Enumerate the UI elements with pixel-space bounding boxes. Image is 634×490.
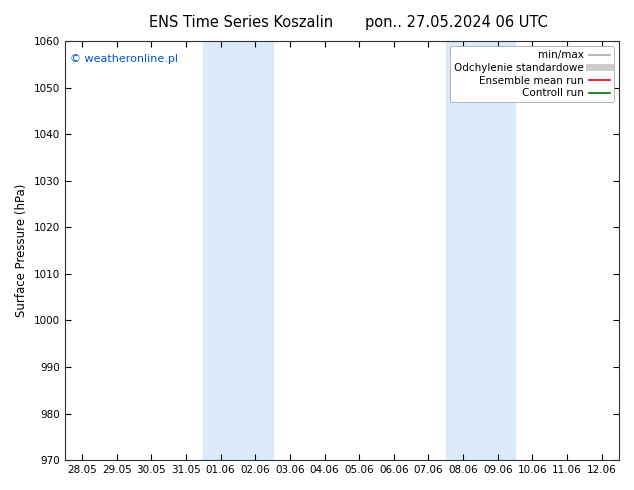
Text: pon.. 27.05.2024 06 UTC: pon.. 27.05.2024 06 UTC	[365, 15, 548, 30]
Bar	[204, 41, 273, 460]
Text: © weatheronline.pl: © weatheronline.pl	[70, 53, 178, 64]
Bar	[446, 41, 515, 460]
Text: ENS Time Series Koszalin: ENS Time Series Koszalin	[149, 15, 333, 30]
Legend: min/max, Odchylenie standardowe, Ensemble mean run, Controll run: min/max, Odchylenie standardowe, Ensembl…	[450, 46, 614, 102]
Y-axis label: Surface Pressure (hPa): Surface Pressure (hPa)	[15, 184, 28, 318]
